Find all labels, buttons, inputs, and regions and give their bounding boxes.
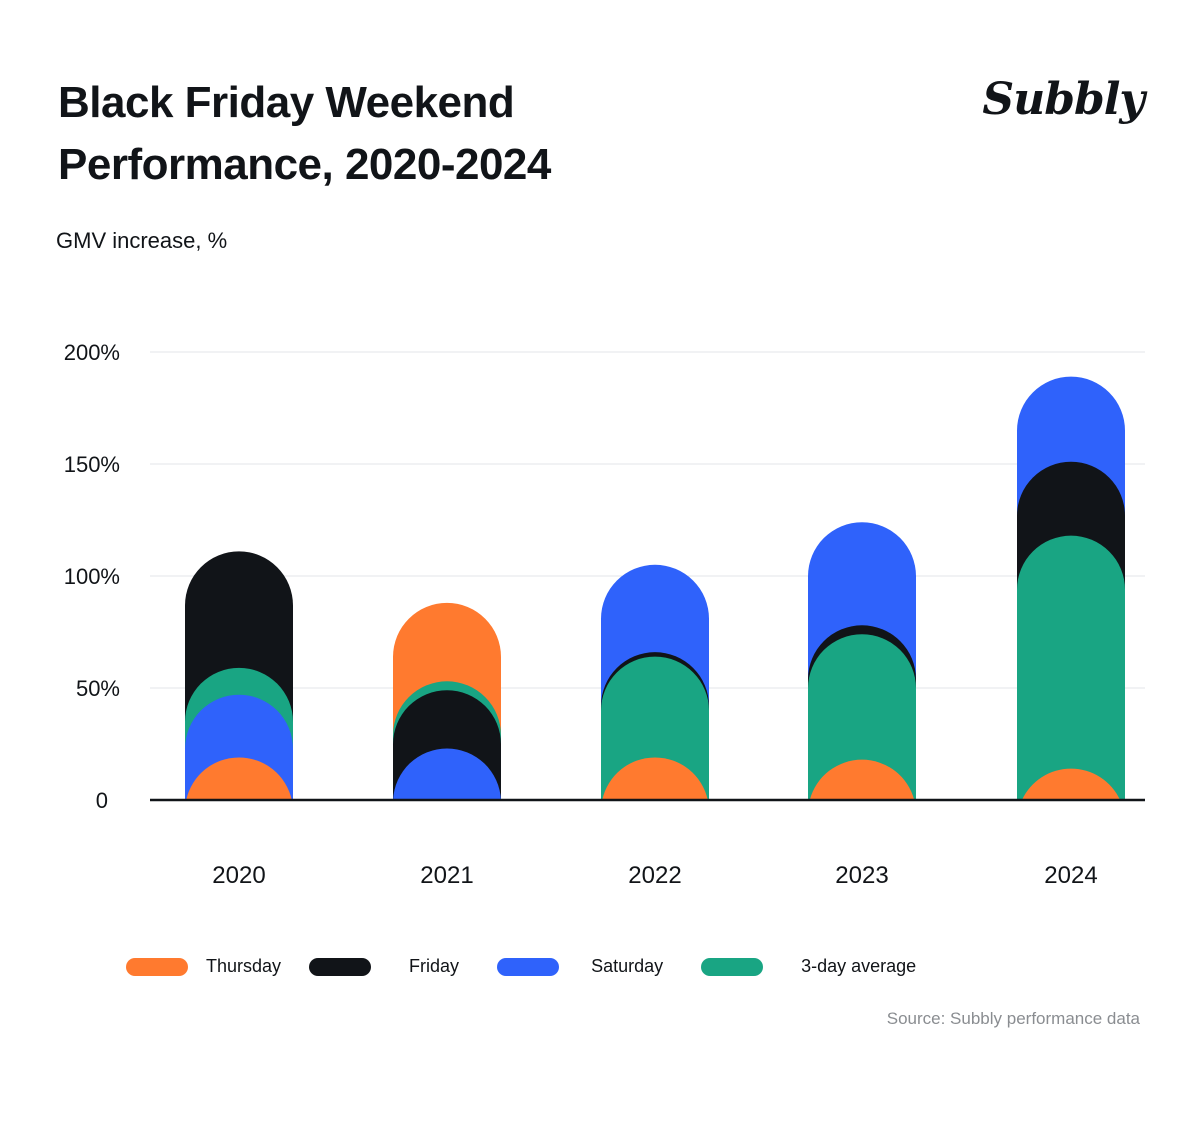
chart-title-line-1: Black Friday Weekend (58, 78, 515, 127)
y-tick-label-200: 200% (64, 340, 120, 365)
bar-2024-average (1017, 535, 1125, 800)
bars (185, 376, 1125, 800)
legend-item-friday: Friday (309, 956, 459, 977)
x-tick-label-2021: 2021 (420, 862, 473, 889)
legend: Thursday Friday Saturday 3-day average (126, 956, 944, 977)
chart-title: Black Friday Weekend Performance, 2020-2… (58, 72, 551, 196)
legend-swatch-average (701, 957, 764, 976)
legend-label-friday: Friday (409, 956, 460, 976)
bar-2023-average (808, 634, 916, 800)
source-note: Source: Subbly performance data (886, 1009, 1140, 1028)
x-tick-label-2024: 2024 (1044, 862, 1097, 889)
tick-labels: 0 50% 100% 150% 200% 2020 2021 2022 2023 2024 (64, 340, 1098, 889)
legend-swatch-thursday (126, 957, 188, 976)
legend-label-thursday: Thursday (206, 956, 282, 976)
bar-2021-saturday (393, 748, 501, 800)
legend-label-saturday: Saturday (591, 956, 664, 976)
chart-title-line-2: Performance, 2020-2024 (58, 140, 551, 189)
y-tick-label-50: 50% (76, 676, 120, 701)
x-tick-label-2020: 2020 (212, 862, 265, 889)
bar-chart: 0 50% 100% 150% 200% 2020 2021 2022 2023 2024 (64, 340, 1145, 889)
legend-swatch-saturday (497, 957, 560, 976)
x-tick-label-2023: 2023 (835, 862, 888, 889)
y-tick-label-0: 0 (96, 788, 108, 813)
brand-logo: Subbly (982, 74, 1145, 125)
legend-item-saturday: Saturday (487, 956, 663, 977)
bar-2024-thursday (1021, 768, 1121, 800)
legend-item-thursday: Thursday (126, 956, 281, 977)
bar-2022-thursday (602, 757, 708, 800)
x-tick-label-2022: 2022 (628, 862, 681, 889)
y-tick-label-100: 100% (64, 564, 120, 589)
bar-2022-average (601, 656, 709, 800)
legend-label-average: 3-day average (801, 956, 917, 976)
y-axis-label: GMV increase, % (56, 228, 228, 253)
bar-2020-thursday (186, 757, 292, 800)
bar-2023-thursday (809, 759, 915, 800)
legend-swatch-friday (309, 957, 372, 976)
y-tick-label-150: 150% (64, 452, 120, 477)
legend-item-average: 3-day average (691, 956, 916, 977)
